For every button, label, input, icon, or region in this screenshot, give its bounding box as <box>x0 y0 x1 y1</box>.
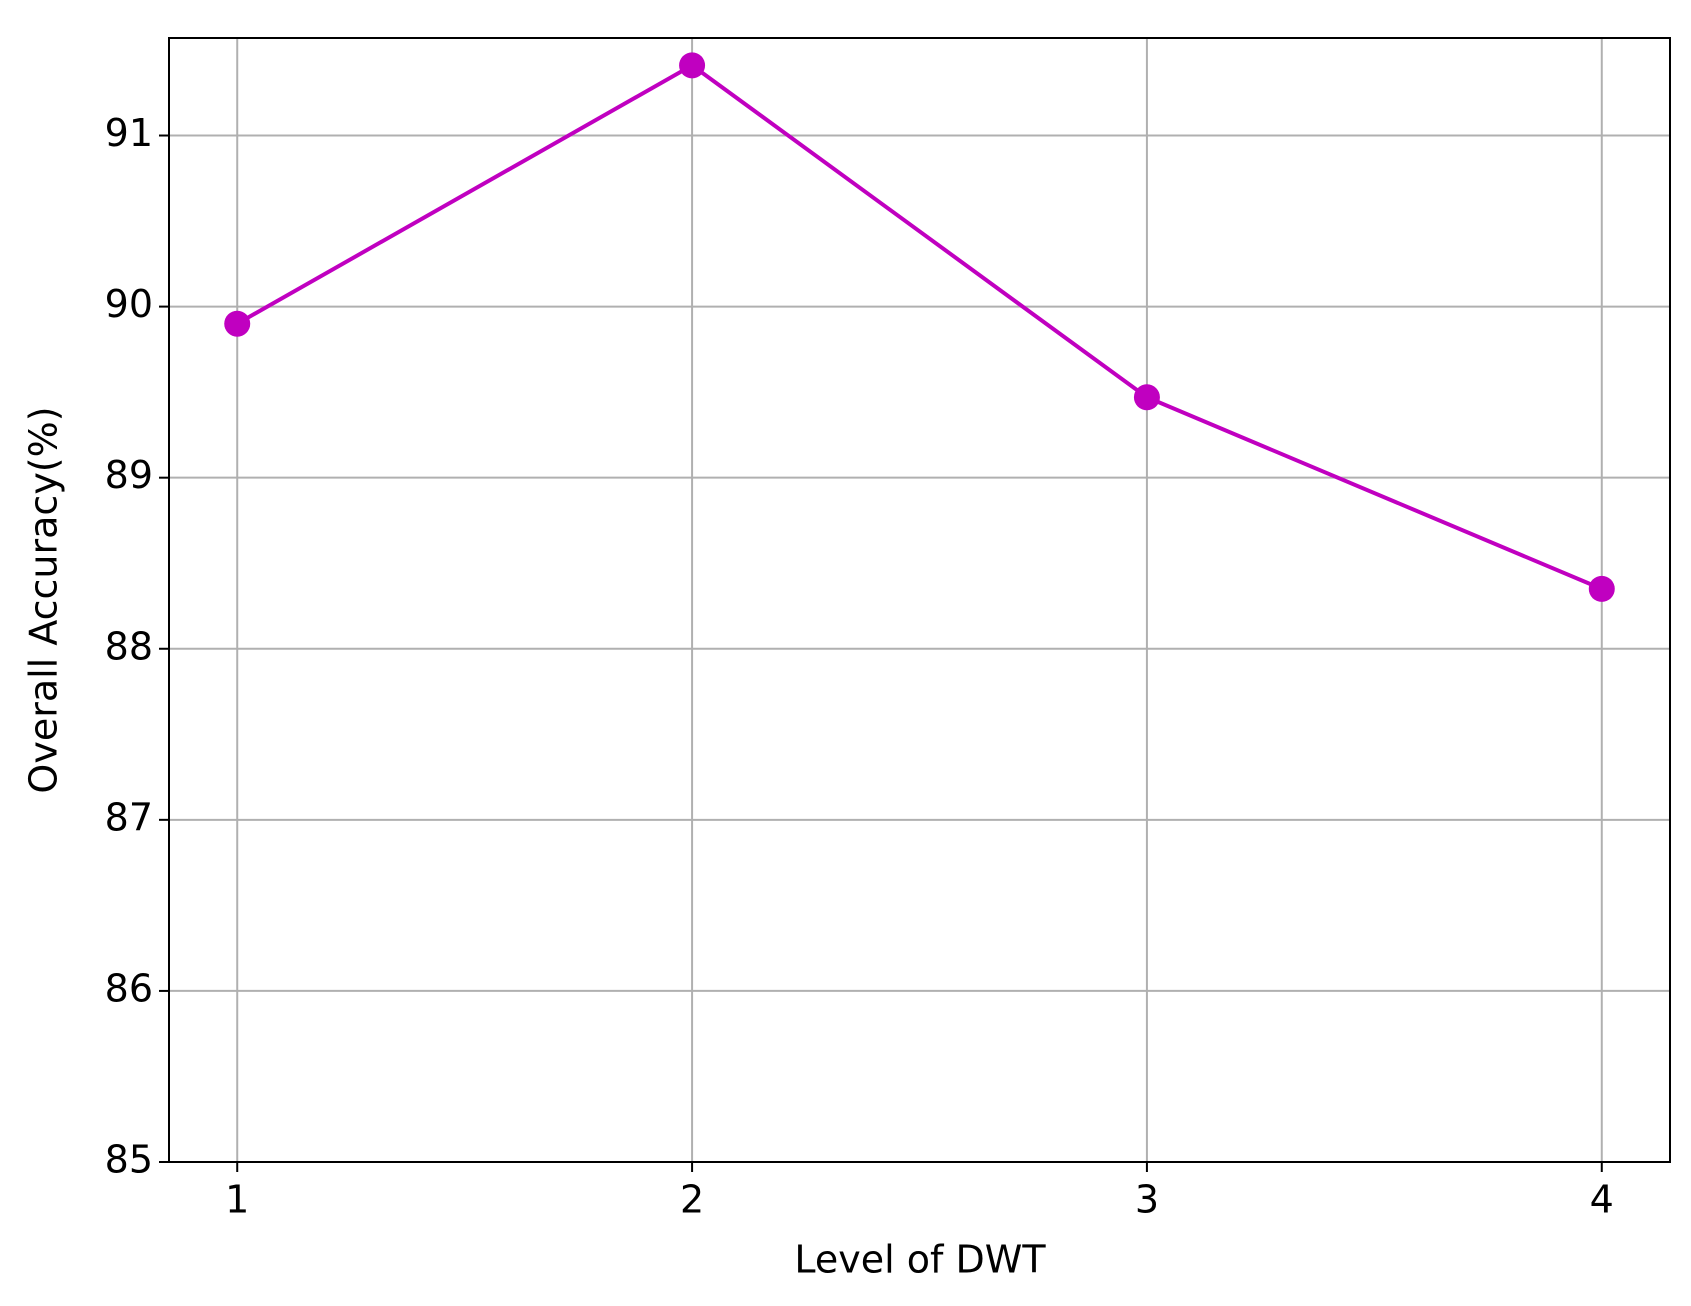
x-tick-label: 3 <box>1135 1178 1159 1222</box>
plot-frame <box>168 37 1671 1163</box>
x-axis-label: Level of DWT <box>794 1238 1046 1282</box>
y-tick-label: 89 <box>105 453 153 497</box>
marker <box>224 310 251 337</box>
y-tick-label: 86 <box>105 966 153 1010</box>
marker <box>679 52 706 79</box>
y-axis-label: Overall Accuracy(%) <box>22 406 66 793</box>
y-tick-label: 90 <box>105 282 153 326</box>
x-tick-label: 4 <box>1590 1178 1614 1222</box>
x-tick-label: 2 <box>680 1178 704 1222</box>
y-tick-label: 85 <box>105 1138 153 1182</box>
x-tick-label: 1 <box>225 1178 249 1222</box>
y-tick-label: 87 <box>105 795 153 839</box>
marker <box>1133 384 1160 411</box>
marker <box>1588 575 1615 602</box>
y-tick-label: 88 <box>105 624 153 668</box>
line <box>236 62 1603 591</box>
y-tick-label: 91 <box>105 111 153 155</box>
